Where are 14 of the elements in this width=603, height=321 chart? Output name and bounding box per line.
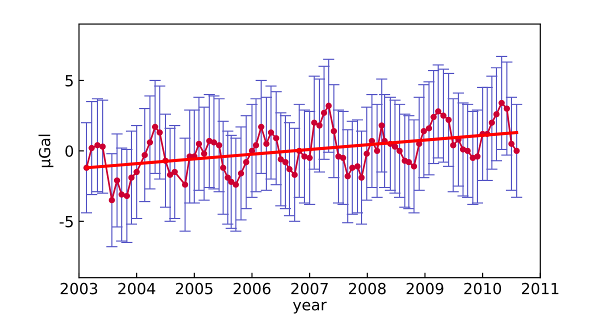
y-tick-label: 0 [65, 145, 74, 157]
y-axis-title: μGal [38, 134, 54, 168]
x-axis-title: year [293, 302, 327, 314]
x-tick-label: 2011 [522, 282, 558, 294]
x-tick-label: 2003 [60, 282, 98, 294]
x-tick-label: 2009 [406, 282, 444, 294]
x-tick-label: 2006 [234, 282, 270, 294]
x-tick-label: 2004 [118, 282, 156, 294]
y-tick-label: 5 [66, 75, 73, 86]
x-tick-label: 2007 [291, 282, 328, 294]
x-tick-label: 2005 [176, 282, 212, 294]
x-tick-label: 2010 [464, 282, 502, 294]
y-tick-label: -5 [60, 216, 73, 228]
x-tick-label: 2008 [348, 282, 386, 294]
